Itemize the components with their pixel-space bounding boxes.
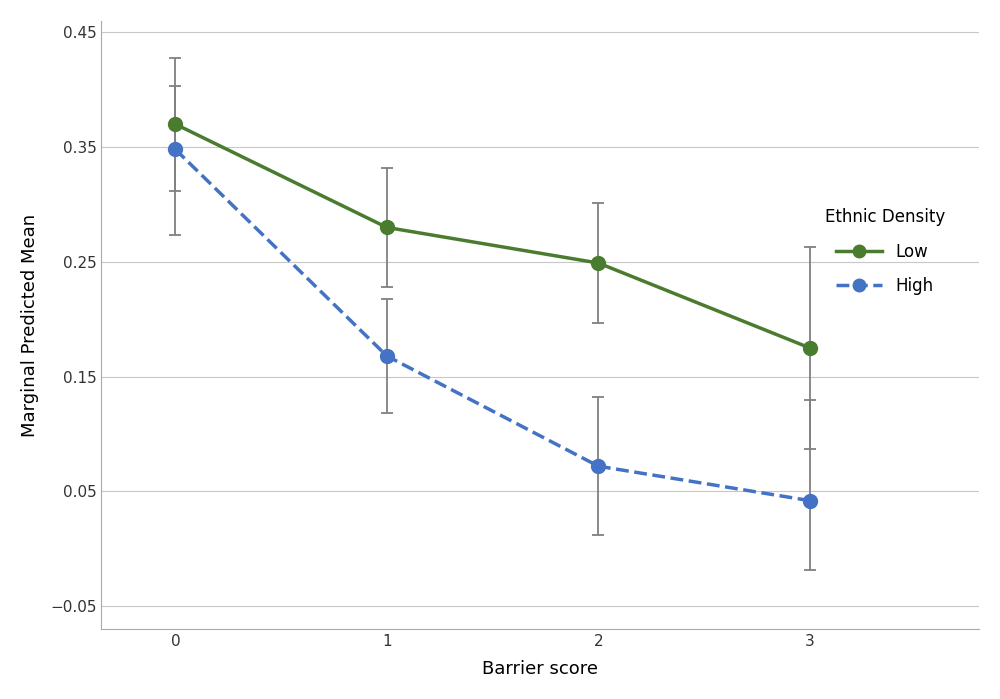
Y-axis label: Marginal Predicted Mean: Marginal Predicted Mean — [21, 213, 39, 437]
X-axis label: Barrier score: Barrier score — [482, 660, 598, 678]
Legend: Low, High: Low, High — [816, 199, 953, 303]
